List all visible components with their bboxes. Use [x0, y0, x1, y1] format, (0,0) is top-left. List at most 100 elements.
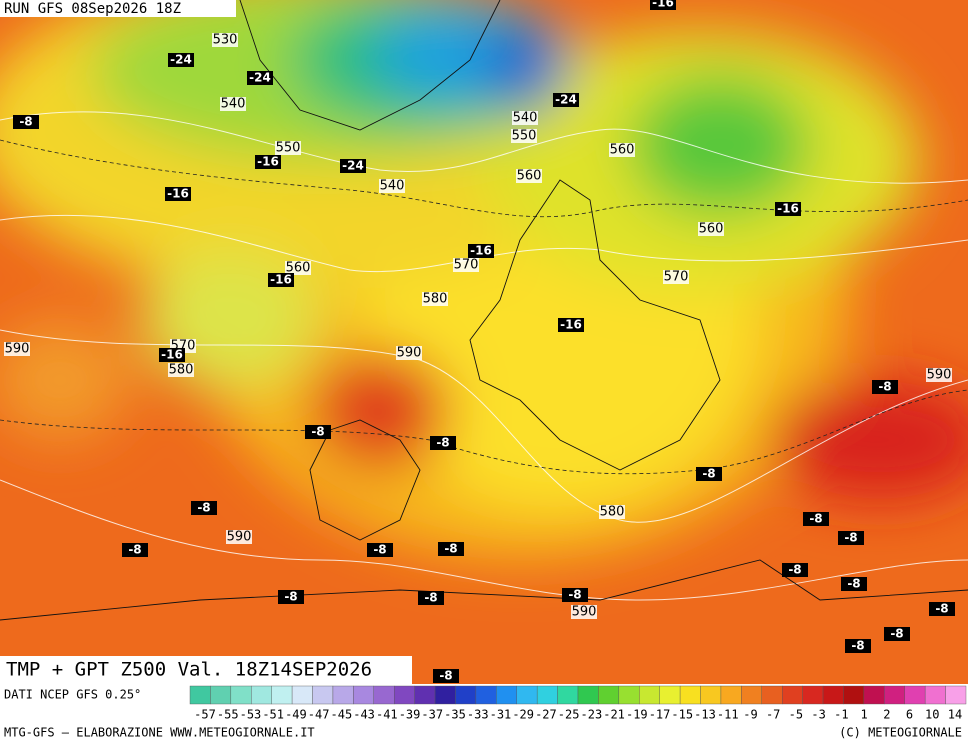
temp-label-bg — [278, 590, 304, 604]
temp-label-bg — [340, 159, 366, 173]
temp-label: -16 — [167, 187, 189, 201]
scale-swatch — [639, 685, 660, 705]
height-label: 560 — [610, 143, 635, 158]
temp-label: -8 — [788, 563, 801, 577]
scale-swatch — [353, 685, 374, 705]
scale-swatch — [434, 685, 456, 705]
scale-swatch — [924, 685, 946, 705]
temp-label: -16 — [161, 348, 183, 362]
height-label: 540 — [221, 97, 246, 112]
scale-swatch — [863, 685, 885, 705]
height-label-bg — [516, 169, 542, 183]
temp-label-bg — [168, 53, 194, 67]
temp-label-bg — [191, 501, 217, 515]
scale-swatch — [271, 685, 293, 705]
scale-label: -47 — [308, 708, 330, 722]
scale-label: -5 — [789, 708, 803, 722]
temp-label: -8 — [373, 543, 386, 557]
scale-swatch — [843, 685, 865, 705]
height-label: 590 — [227, 530, 252, 545]
temp-label: -16 — [652, 0, 674, 10]
scale-swatch — [414, 685, 436, 705]
scale-label: -27 — [535, 708, 557, 722]
scale-swatch — [291, 685, 313, 705]
height-label-bg — [220, 97, 246, 111]
scale-label: -19 — [626, 708, 648, 722]
temp-label: -8 — [128, 543, 141, 557]
scale-label: -51 — [262, 708, 284, 722]
scale-label: -55 — [217, 708, 239, 722]
scale-label: 1 — [860, 708, 867, 722]
source-label: DATI NCEP GFS 0.25° — [4, 688, 141, 702]
scale-swatch — [782, 685, 803, 705]
temp-label-bg — [562, 588, 588, 602]
height-label-bg — [698, 222, 724, 236]
scale-label: -53 — [240, 708, 262, 722]
scale-swatch — [312, 685, 334, 705]
scale-label: -41 — [376, 708, 398, 722]
temp-label-bg — [159, 348, 185, 362]
height-label-bg — [571, 605, 597, 619]
height-label: 580 — [600, 505, 625, 520]
scale-swatch — [659, 685, 681, 705]
temp-label-bg — [468, 244, 494, 258]
scale-label: -13 — [694, 708, 716, 722]
scale-swatch — [741, 685, 762, 705]
temp-label: -16 — [270, 273, 292, 287]
temp-label: -16 — [470, 244, 492, 258]
height-label-bg — [926, 368, 952, 382]
height-label-bg — [422, 292, 448, 306]
scale-label: -3 — [811, 708, 825, 722]
scale-swatch — [598, 685, 620, 705]
height-label-bg — [663, 270, 689, 284]
scale-label: -15 — [671, 708, 693, 722]
temp-label: -24 — [170, 53, 192, 67]
scale-swatch — [700, 685, 722, 705]
temp-label: -8 — [311, 425, 324, 439]
scale-swatch — [884, 685, 905, 705]
height-label-bg — [285, 261, 311, 275]
temp-label: -8 — [424, 591, 437, 605]
map-labels: 530 540 550 540 540 550 560 560 560 570 570 560 580 5… — [4, 0, 955, 683]
temp-label: -24 — [249, 71, 271, 85]
scale-swatch — [802, 685, 824, 705]
height-label-bg — [599, 505, 625, 519]
temp-label-bg — [872, 380, 898, 394]
height-label: 530 — [213, 33, 238, 48]
temp-label-bg — [433, 669, 459, 683]
temp-label: -8 — [284, 590, 297, 604]
scale-swatch — [475, 685, 497, 705]
scale-label: -31 — [490, 708, 512, 722]
scale-label: 10 — [925, 708, 939, 722]
scale-label: -17 — [649, 708, 671, 722]
temp-label-bg — [553, 93, 579, 107]
temp-label-bg — [775, 202, 801, 216]
temp-label: -8 — [197, 501, 210, 515]
scale-label: -43 — [353, 708, 375, 722]
height-label-bg — [168, 363, 194, 377]
height-label: 580 — [423, 292, 448, 307]
scale-swatch — [945, 685, 967, 705]
scale-label: -35 — [444, 708, 466, 722]
height-label: 580 — [169, 363, 194, 378]
temp-label: -16 — [777, 202, 799, 216]
temp-label-bg — [268, 273, 294, 287]
scale-swatch — [618, 685, 640, 705]
temp-label: -8 — [844, 531, 857, 545]
scale-swatch — [761, 685, 783, 705]
scale-label: -39 — [399, 708, 421, 722]
credit-label: MTG-GFS – ELABORAZIONE WWW.METEOGIORNALE… — [4, 726, 315, 740]
map-field — [0, 0, 968, 684]
scale-label: -21 — [603, 708, 625, 722]
temp-label: -8 — [847, 577, 860, 591]
height-label: 560 — [517, 169, 542, 184]
scale-swatch — [496, 685, 517, 705]
scale-swatch — [210, 685, 232, 705]
color-scale: -57 -55 -53 -51 -49 -47 -45 -43 -41 -39 -37 -35 -33-… — [189, 685, 967, 722]
scale-swatch — [251, 685, 272, 705]
temp-label-bg — [418, 591, 444, 605]
temp-label-bg — [696, 467, 722, 481]
temp-label-bg — [247, 71, 273, 85]
scale-swatch — [189, 685, 211, 705]
height-label-bg — [512, 111, 538, 125]
